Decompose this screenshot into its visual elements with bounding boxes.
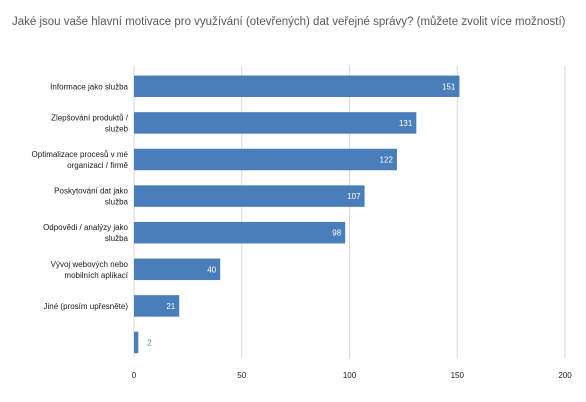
category-label: mobilních aplikací — [64, 271, 128, 280]
bars — [134, 75, 460, 354]
x-tick-label: 200 — [558, 371, 572, 380]
category-label: organizaci / firmě — [67, 161, 128, 170]
category-label: Zlepšování produktů / — [51, 113, 129, 122]
category-label: Vývoj webových nebo — [51, 260, 129, 269]
x-tick-label: 150 — [451, 371, 465, 380]
value-label: 131 — [399, 119, 413, 128]
category-labels: Informace jako služba Zlepšování produktů… — [32, 82, 129, 311]
value-label: 107 — [347, 192, 361, 201]
category-label: Optimalizace procesů v mé — [32, 150, 129, 159]
value-label: 122 — [380, 156, 394, 165]
category-label: Poskytování dat jako — [54, 187, 128, 196]
value-label: 40 — [207, 265, 216, 274]
bar — [134, 185, 365, 207]
value-label: 21 — [166, 302, 175, 311]
x-axis-ticks: 0 50 100 150 200 — [132, 371, 572, 380]
category-label: Informace jako služba — [50, 82, 128, 91]
value-labels: 151 131 122 107 98 40 21 2 — [147, 82, 456, 347]
x-tick-label: 100 — [343, 371, 357, 380]
category-label: služba — [105, 234, 129, 243]
bar — [134, 75, 460, 98]
bar — [134, 148, 397, 171]
category-label: Odpovědi / analýzy jako — [43, 223, 128, 232]
value-label: 98 — [332, 229, 341, 238]
category-label: Jiné (prosím upřesněte) — [44, 302, 129, 311]
bar — [134, 331, 139, 354]
category-label: služeb — [105, 124, 129, 133]
value-label: 2 — [147, 339, 152, 348]
bar — [134, 221, 346, 244]
value-label: 151 — [442, 82, 456, 91]
gridlines — [133, 66, 566, 358]
chart-title: Jaké jsou vaše hlavní motivace pro využí… — [12, 16, 566, 28]
bar — [134, 258, 221, 281]
bar — [134, 295, 180, 317]
bar — [134, 112, 417, 134]
category-label: služba — [105, 198, 129, 207]
x-tick-label: 50 — [237, 371, 246, 380]
x-tick-label: 0 — [132, 371, 137, 380]
